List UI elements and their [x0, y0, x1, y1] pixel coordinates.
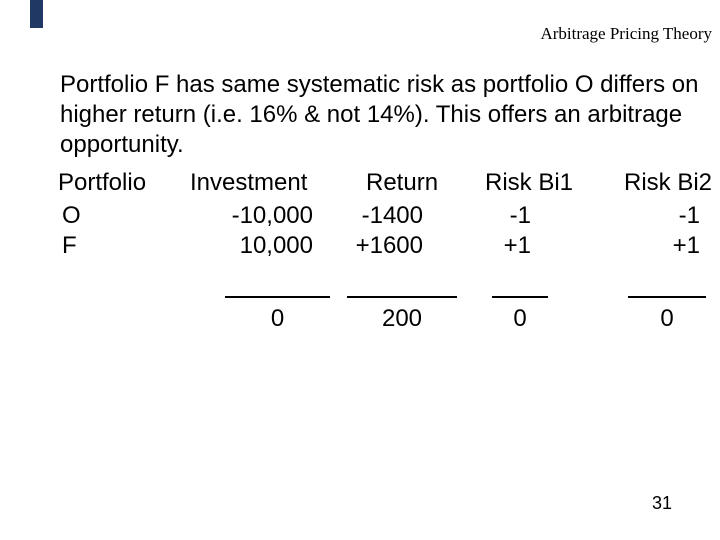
- table-row: F 10,000 +1600 +1 +1: [0, 234, 720, 258]
- cell-risk-bi1-o: -1: [509, 202, 531, 229]
- total-rule-risk-bi1: [492, 296, 548, 298]
- total-rule-return: [347, 296, 457, 298]
- cell-portfolio-o: O: [62, 202, 81, 229]
- total-return: 200: [381, 305, 423, 332]
- total-risk-bi1: 0: [513, 305, 527, 332]
- slide-title: Arbitrage Pricing Theory: [540, 24, 712, 43]
- header-risk-bi1: Risk Bi1: [485, 169, 574, 196]
- header-risk-bi2: Risk Bi2: [624, 169, 713, 196]
- page-number: 31: [651, 493, 672, 513]
- cell-portfolio-f: F: [62, 232, 77, 259]
- table-totals-row: 0 200 0 0: [0, 307, 720, 331]
- cell-investment-o: -10,000: [231, 202, 313, 229]
- total-rule-risk-bi2: [628, 296, 706, 298]
- cell-risk-bi2-o: -1: [678, 202, 700, 229]
- accent-bar: [30, 0, 43, 28]
- table-header-row: Portfolio Investment Return Risk Bi1 Ris…: [0, 171, 720, 195]
- paragraph-line-3: opportunity.: [60, 131, 184, 158]
- header-investment: Investment: [190, 169, 308, 196]
- cell-return-f: +1600: [355, 232, 423, 259]
- total-investment: 0: [270, 305, 285, 332]
- body-paragraph: Portfolio F has same systematic risk as …: [60, 70, 698, 160]
- total-rule-investment: [225, 296, 330, 298]
- header-portfolio: Portfolio: [58, 169, 147, 196]
- cell-investment-f: 10,000: [239, 232, 313, 259]
- paragraph-line-2: higher return (i.e. 16% & not 14%). This…: [60, 101, 683, 128]
- total-risk-bi2: 0: [660, 305, 674, 332]
- header-return: Return: [366, 169, 439, 196]
- table-row: O -10,000 -1400 -1 -1: [0, 204, 720, 228]
- cell-return-o: -1400: [361, 202, 423, 229]
- cell-risk-bi1-f: +1: [503, 232, 531, 259]
- paragraph-line-1: Portfolio F has same systematic risk as …: [60, 71, 699, 98]
- cell-risk-bi2-f: +1: [672, 232, 700, 259]
